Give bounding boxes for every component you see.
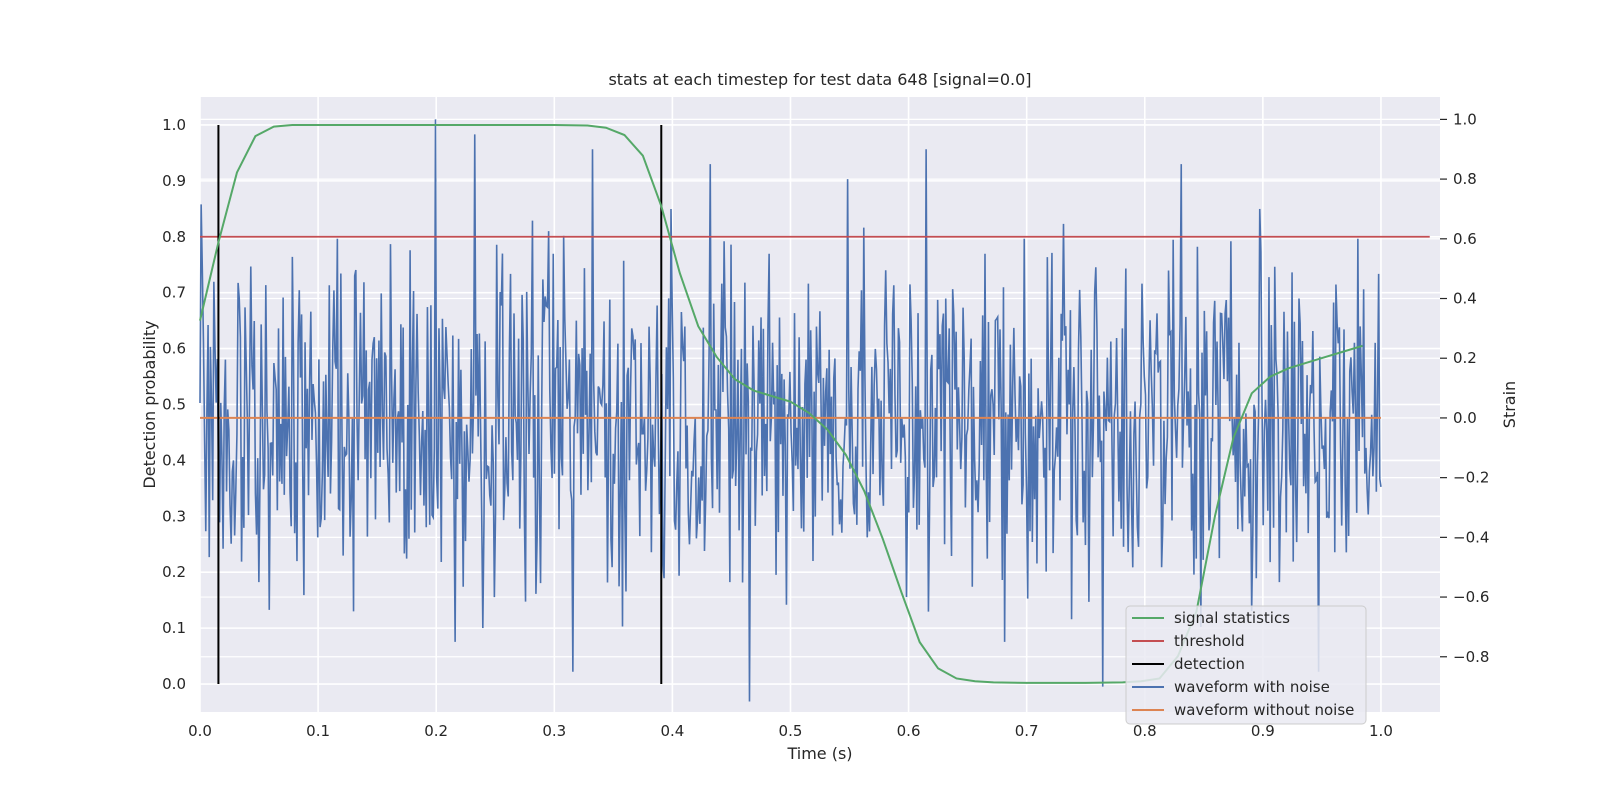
y2-tick-label: 0.4 [1453, 290, 1477, 308]
y-tick-label: 0.2 [162, 563, 186, 581]
y-tick-label: 1.0 [162, 116, 186, 134]
legend-label: waveform without noise [1174, 701, 1354, 719]
legend-label: threshold [1174, 632, 1245, 650]
legend-box [1125, 605, 1367, 725]
y-tick-label: 0.0 [162, 675, 186, 693]
y-tick-label: 0.1 [162, 619, 186, 637]
series-layer [199, 119, 1430, 702]
x-tick-label: 0.4 [660, 722, 684, 740]
x-tick-label: 0.1 [306, 722, 330, 740]
y-tick-label: 0.4 [162, 451, 186, 469]
legend-label: detection [1174, 655, 1245, 673]
y-tick-label: 0.8 [162, 228, 186, 246]
y-tick-label: 0.7 [162, 284, 186, 302]
legend: signal statistics threshold detection wavef… [1125, 605, 1367, 725]
y2-tick-label: 0.0 [1453, 409, 1477, 427]
y2-tick-label: −0.6 [1453, 588, 1489, 606]
x-tick-label: 0.6 [897, 722, 921, 740]
y-tick-label: 0.5 [162, 396, 186, 414]
x-tick-label: 0.0 [188, 722, 212, 740]
y2-tick-label: 0.2 [1453, 349, 1477, 367]
legend-label: signal statistics [1174, 609, 1290, 627]
x-tick-label: 1.0 [1369, 722, 1393, 740]
y-axis-title: Detection probability [140, 320, 159, 488]
y2-tick-label: 1.0 [1453, 110, 1477, 128]
x-tick-label: 0.8 [1133, 722, 1157, 740]
y2-tick-label: −0.2 [1453, 469, 1489, 487]
legend-label: waveform with noise [1174, 678, 1330, 696]
x-axis-title: Time (s) [786, 744, 852, 763]
x-tick-label: 0.7 [1015, 722, 1039, 740]
y2-axis-title: Strain [1500, 381, 1519, 428]
y2-tick-label: −0.4 [1453, 528, 1489, 546]
x-tick-label: 0.2 [424, 722, 448, 740]
y-tick-label: 0.9 [162, 172, 186, 190]
x-tick-label: 0.5 [779, 722, 803, 740]
y2-tick-label: 0.6 [1453, 230, 1477, 248]
y2-tick-label: 0.8 [1453, 170, 1477, 188]
chart-title: stats at each timestep for test data 648… [608, 70, 1031, 89]
x-tick-label: 0.9 [1251, 722, 1275, 740]
y-tick-label: 0.6 [162, 340, 186, 358]
axes-layer: 0.0 0.1 0.2 0.3 0.4 0.5 0.6 0.7 0.8 0.9 1.0 0.0 0.1 0… [162, 110, 1489, 740]
series-signal-statistics [199, 123, 1363, 684]
y-tick-label: 0.3 [162, 507, 186, 525]
y2-tick-label: −0.8 [1453, 648, 1489, 666]
x-tick-label: 0.3 [542, 722, 566, 740]
